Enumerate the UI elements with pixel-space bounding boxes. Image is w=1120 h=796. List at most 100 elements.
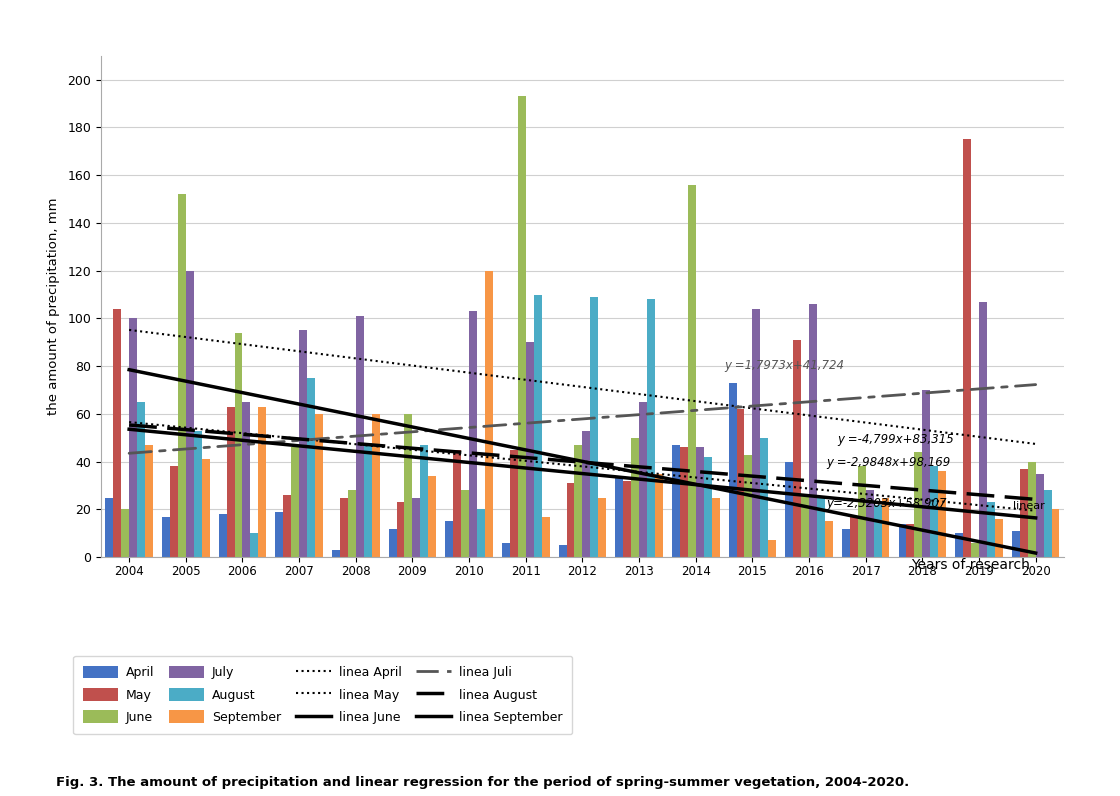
Bar xyxy=(987,502,995,557)
Bar xyxy=(745,455,753,557)
Text: Fig. 3. The amount of precipitation and linear regression for the period of spri: Fig. 3. The amount of precipitation and … xyxy=(56,776,909,790)
Bar xyxy=(1036,474,1044,557)
Bar xyxy=(672,445,680,557)
Text: y=-2,3203x+58,907: y=-2,3203x+58,907 xyxy=(827,497,946,510)
Bar xyxy=(502,543,510,557)
Bar xyxy=(348,490,356,557)
Bar xyxy=(729,383,737,557)
Bar xyxy=(858,466,866,557)
Bar xyxy=(162,517,170,557)
Bar xyxy=(623,481,632,557)
Bar xyxy=(582,431,590,557)
Bar xyxy=(525,342,533,557)
Bar xyxy=(178,194,186,557)
Text: Years of research: Years of research xyxy=(912,558,1030,572)
Bar xyxy=(590,297,598,557)
Bar xyxy=(242,402,251,557)
Bar xyxy=(931,466,939,557)
Bar xyxy=(372,414,380,557)
Bar xyxy=(703,457,711,557)
Bar xyxy=(793,340,801,557)
Text: y =-2,9848x+98,169: y =-2,9848x+98,169 xyxy=(827,456,950,470)
Bar xyxy=(737,409,745,557)
Bar xyxy=(816,498,825,557)
Bar xyxy=(955,533,963,557)
Bar xyxy=(567,483,575,557)
Bar xyxy=(105,498,113,557)
Bar xyxy=(939,471,946,557)
Bar xyxy=(923,390,931,557)
Bar xyxy=(906,524,914,557)
Bar xyxy=(881,498,889,557)
Bar xyxy=(842,529,850,557)
Bar xyxy=(898,524,906,557)
Bar xyxy=(485,271,493,557)
Bar xyxy=(696,447,703,557)
Bar xyxy=(971,543,979,557)
Bar xyxy=(428,476,436,557)
Bar xyxy=(404,414,412,557)
Bar xyxy=(768,540,776,557)
Bar xyxy=(647,299,655,557)
Bar xyxy=(1044,490,1052,557)
Bar xyxy=(339,498,348,557)
Bar xyxy=(226,407,234,557)
Legend: April, May, June, July, August, September, linea April, linea May, linea June, l: April, May, June, July, August, Septembe… xyxy=(74,656,572,734)
Bar xyxy=(874,505,881,557)
Bar xyxy=(218,514,226,557)
Bar xyxy=(276,512,283,557)
Bar xyxy=(283,495,291,557)
Bar xyxy=(396,502,404,557)
Bar xyxy=(356,316,364,557)
Bar xyxy=(825,521,833,557)
Bar xyxy=(129,318,137,557)
Bar xyxy=(575,445,582,557)
Bar xyxy=(299,330,307,557)
Bar xyxy=(1028,462,1036,557)
Bar xyxy=(598,498,606,557)
Bar xyxy=(332,550,339,557)
Bar xyxy=(753,309,760,557)
Bar xyxy=(412,498,420,557)
Bar xyxy=(533,295,542,557)
Bar xyxy=(809,304,816,557)
Bar xyxy=(307,378,315,557)
Bar xyxy=(914,452,923,557)
Bar xyxy=(446,521,454,557)
Bar xyxy=(144,445,153,557)
Y-axis label: the amount of precipitation, mm: the amount of precipitation, mm xyxy=(47,197,60,416)
Bar xyxy=(688,185,696,557)
Bar xyxy=(517,96,525,557)
Bar xyxy=(186,271,194,557)
Bar xyxy=(640,402,647,557)
Bar xyxy=(461,490,469,557)
Bar xyxy=(655,474,663,557)
Bar xyxy=(202,459,209,557)
Bar xyxy=(1020,469,1028,557)
Bar xyxy=(995,519,1002,557)
Bar xyxy=(760,438,768,557)
Bar xyxy=(850,517,858,557)
Bar xyxy=(632,438,640,557)
Bar xyxy=(259,407,267,557)
Bar xyxy=(234,333,242,557)
Bar xyxy=(194,431,202,557)
Bar xyxy=(477,509,485,557)
Bar xyxy=(1011,531,1020,557)
Bar xyxy=(559,545,567,557)
Bar xyxy=(469,311,477,557)
Bar xyxy=(711,498,719,557)
Bar xyxy=(963,139,971,557)
Bar xyxy=(785,462,793,557)
Bar xyxy=(454,450,461,557)
Bar xyxy=(1052,509,1060,557)
Bar xyxy=(113,309,121,557)
Bar xyxy=(542,517,550,557)
Text: linear: linear xyxy=(1012,501,1045,512)
Bar xyxy=(251,533,259,557)
Bar xyxy=(364,443,372,557)
Bar xyxy=(121,509,129,557)
Bar xyxy=(137,402,144,557)
Bar xyxy=(315,414,323,557)
Text: y =-4,799x+83,315: y =-4,799x+83,315 xyxy=(838,432,954,446)
